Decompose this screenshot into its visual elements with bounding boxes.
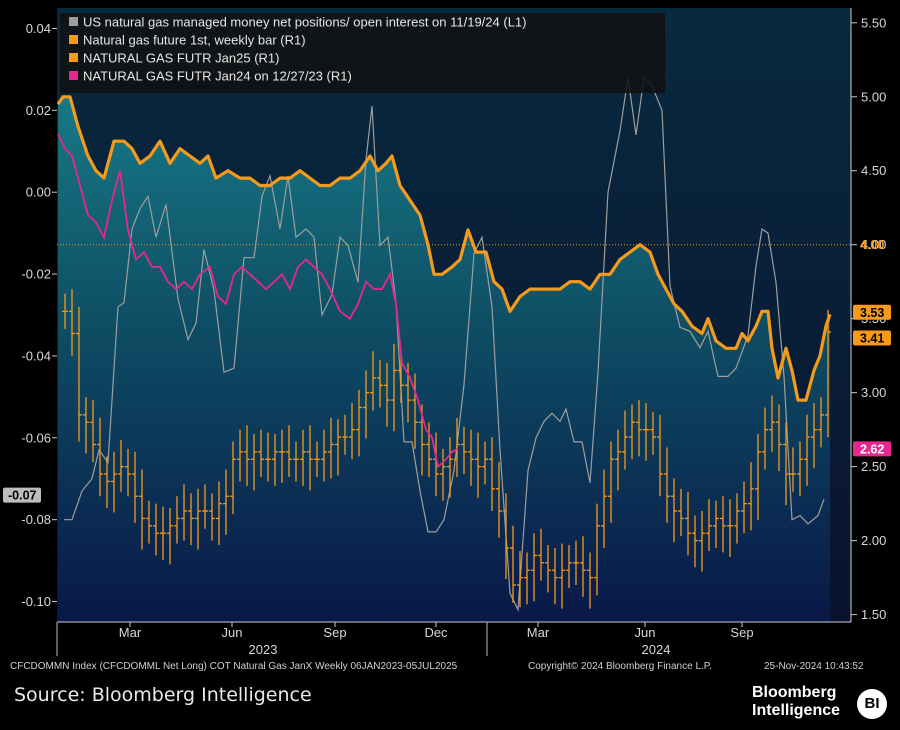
right-tick-label: 1.50 [861,607,886,622]
jan25-line [56,95,832,402]
x-tick-label: Mar [119,625,142,640]
value-tag: 4.00 [860,238,884,252]
value-tag-box [853,304,891,320]
right-tick-label: 4.00 [861,237,886,252]
x-year-label: 2024 [642,642,671,657]
value-tags: -0.07 4.00 3.53 3.41 2.62 [3,238,891,503]
legend-swatch [69,53,78,62]
brand-line-1: Bloomberg [752,684,837,701]
jan24-line [57,133,459,469]
value-tag-box [3,487,41,503]
x-tick-label: Sep [323,625,346,640]
value-tag: 2.62 [853,441,891,457]
x-tick-label: Jun [635,625,656,640]
value-tag-label: 3.41 [860,332,884,346]
legend-entry: Natural gas future 1st, weekly bar (R1) [83,33,306,48]
source-label: Source: Bloomberg Intelligence [14,684,312,706]
legend-entry: US natural gas managed money net positio… [83,15,527,30]
right-tick-label: 5.00 [861,89,886,104]
x-tick-label: Dec [424,625,448,640]
right-tick-label: 3.00 [861,385,886,400]
legend-box [60,13,665,93]
value-tag-label: 3.53 [860,306,884,320]
legend-swatch [69,17,78,26]
legend-entry: NATURAL GAS FUTR Jan24 on 12/27/23 (R1) [83,69,352,84]
jan25-area-fill [58,96,830,623]
chart-svg: 0.04 0.02 0.00 -0.02 -0.04 -0.06 -0.08 -0.10 5.5… [3,8,891,657]
legend-swatch [69,71,78,80]
left-tick-label: -0.04 [21,348,51,363]
value-tag: -0.07 [3,487,41,503]
left-tick-label: 0.04 [26,21,51,36]
right-tick-label: 2.50 [861,459,886,474]
x-tick-label: Mar [527,625,550,640]
value-tag-label: -0.07 [8,489,37,503]
brand-logo: Bloomberg Intelligence [752,684,840,720]
left-tick-label: 0.02 [26,103,51,118]
value-tag: 3.53 [853,304,891,320]
left-tick-label: 0.00 [26,185,51,200]
x-tick-label: Sep [730,625,753,640]
value-tag-label: 2.62 [860,442,884,456]
legend-swatch [69,35,78,44]
net-positions-line [64,76,825,612]
legend-entry: NATURAL GAS FUTR Jan25 (R1) [83,51,280,66]
value-tag-label: 4.00 [860,238,884,252]
bi-logo-icon: BI [857,689,887,719]
value-tag-box [853,330,891,346]
right-tick-label: 4.50 [861,163,886,178]
value-tag: 3.41 [853,330,891,346]
left-tick-label: -0.02 [21,267,51,282]
x-year-label: 2023 [249,642,278,657]
footer-copyright: Copyright© 2024 Bloomberg Finance L.P. [528,661,712,672]
left-tick-label: -0.08 [21,512,51,527]
legend: US natural gas managed money net positio… [60,13,665,93]
series-layer [56,76,832,612]
value-tag-box [853,441,891,457]
left-tick-label: -0.06 [21,430,51,445]
brand-line-2: Intelligence [752,702,841,719]
right-tick-label: 2.00 [861,533,886,548]
x-tick-label: Jun [222,625,243,640]
right-tick-label: 5.50 [861,15,886,30]
left-tick-label: -0.10 [21,594,51,609]
footer-index-line: CFCDOMMN Index (CFCDOMML Net Long) COT N… [10,661,458,672]
footer-timestamp: 25-Nov-2024 10:43:52 [764,661,864,672]
